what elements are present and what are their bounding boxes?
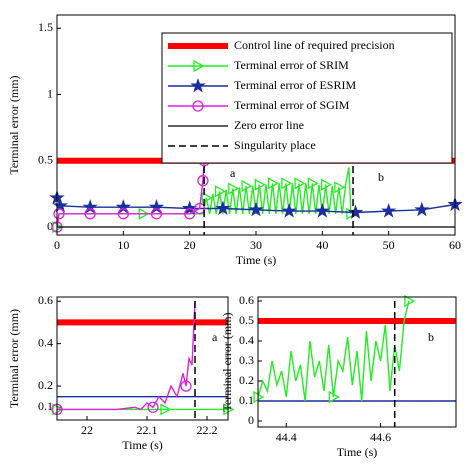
marker <box>404 294 416 308</box>
legend-box <box>161 32 453 164</box>
marker <box>321 178 332 191</box>
marker <box>82 199 98 214</box>
marker <box>197 175 209 187</box>
y-tick-label: 0.2 <box>38 378 53 392</box>
marker <box>117 208 129 220</box>
y-axis-label: Terminal error (mm) <box>7 309 21 408</box>
legend-label: Terminal error of ESRIM <box>234 78 356 92</box>
marker <box>314 203 330 218</box>
series-line <box>56 160 205 228</box>
annotation: a <box>212 330 218 344</box>
y-tick-label: 0.1 <box>239 393 254 407</box>
marker <box>150 208 163 220</box>
y-tick-label: 0.1 <box>38 399 53 413</box>
marker <box>281 177 293 190</box>
x-tick-label: 30 <box>250 238 262 252</box>
y-tick-label: 0.6 <box>239 293 254 307</box>
annotation: b <box>378 170 384 184</box>
x-tick-label: 50 <box>383 238 395 252</box>
y-tick-label: 1 <box>47 86 53 100</box>
marker <box>184 208 196 220</box>
plot-area <box>57 297 228 420</box>
axes-frame <box>56 14 456 236</box>
marker <box>193 202 206 215</box>
marker <box>148 199 165 214</box>
x-tick-label: 44.4 <box>276 430 297 444</box>
series-line <box>57 301 196 411</box>
legend-label: Zero error line <box>234 118 304 132</box>
y-tick-label: 0.4 <box>239 333 254 347</box>
y-tick-label: 1.5 <box>38 20 53 34</box>
x-axis-label: Time (s) <box>122 438 163 452</box>
marker <box>334 181 346 194</box>
marker <box>214 185 226 198</box>
y-tick-label: 0.4 <box>38 335 53 349</box>
marker <box>115 199 131 214</box>
x-tick-label: 22.2 <box>197 423 218 437</box>
y-tick-label: 0.2 <box>239 373 254 387</box>
marker <box>215 200 231 216</box>
marker <box>201 191 213 204</box>
marker <box>267 177 279 190</box>
x-tick-label: 44.6 <box>370 430 391 444</box>
y-tick-label: 0 <box>47 219 53 233</box>
marker <box>53 208 65 220</box>
series-line <box>257 300 410 402</box>
legend-label: Singularity place <box>234 138 316 152</box>
x-tick-label: 0 <box>54 238 60 252</box>
marker <box>248 201 264 217</box>
marker <box>180 380 192 392</box>
legend-label: Terminal error of SGIM <box>234 98 350 112</box>
marker <box>182 200 198 216</box>
y-tick-label: 0.3 <box>239 353 254 367</box>
legend-label: Control line of required precision <box>234 38 395 52</box>
marker <box>160 403 172 416</box>
annotation: b <box>428 330 434 344</box>
marker <box>228 182 240 195</box>
y-tick-label: 0.6 <box>38 293 53 307</box>
marker <box>294 177 306 190</box>
legend-marker <box>192 100 204 112</box>
x-tick-label: 10 <box>117 238 129 252</box>
axes-frame <box>257 296 457 428</box>
legend-label: Terminal error of SRIM <box>234 58 349 72</box>
legend-marker <box>193 59 205 73</box>
x-tick-label: 40 <box>316 238 328 252</box>
x-tick-label: 22 <box>81 423 93 437</box>
x-axis-label: Time (s) <box>236 253 277 267</box>
x-tick-label: 22.1 <box>137 423 158 437</box>
marker <box>307 177 319 190</box>
axes-frame <box>56 296 229 421</box>
marker <box>84 208 96 220</box>
y-tick-label: 0 <box>248 413 254 427</box>
y-tick-label: 0.5 <box>38 153 53 167</box>
y-axis-label: Terminal error (mm) <box>220 312 234 411</box>
annotation: a <box>230 166 236 180</box>
plot-area <box>258 297 456 427</box>
y-tick-label: 0.5 <box>239 313 254 327</box>
marker <box>147 401 159 413</box>
x-axis-label: Time (s) <box>337 445 378 459</box>
y-axis-label: Terminal error (mm) <box>7 75 21 174</box>
marker <box>414 201 430 217</box>
marker <box>381 203 397 218</box>
x-tick-label: 60 <box>449 238 461 252</box>
legend-marker <box>190 77 206 93</box>
marker <box>328 390 340 404</box>
marker <box>281 203 297 218</box>
x-tick-label: 20 <box>184 238 196 252</box>
marker <box>347 204 364 219</box>
series-line <box>56 197 456 214</box>
marker <box>241 179 253 193</box>
marker <box>254 178 266 191</box>
